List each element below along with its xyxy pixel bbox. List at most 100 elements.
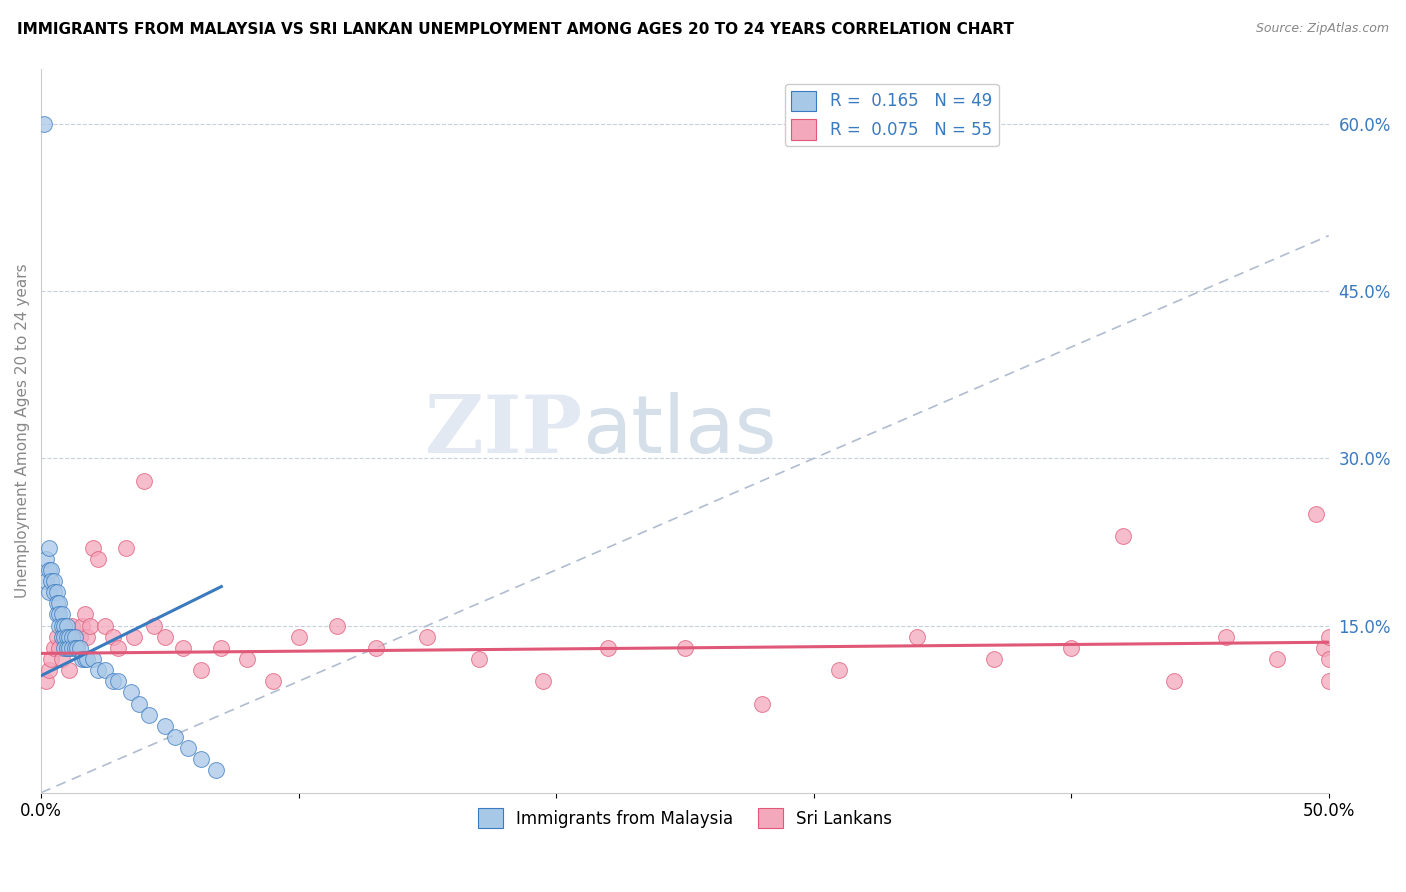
- Text: Source: ZipAtlas.com: Source: ZipAtlas.com: [1256, 22, 1389, 36]
- Point: [596, 640, 619, 655]
- Point: [53, 640, 76, 655]
- Point: [416, 630, 439, 644]
- Point: [134, 474, 156, 488]
- Point: [236, 652, 259, 666]
- Point: [48, 596, 70, 610]
- Point: [153, 630, 176, 644]
- Point: [63, 640, 86, 655]
- Point: [531, 674, 554, 689]
- Point: [72, 618, 94, 632]
- Point: [38, 585, 60, 599]
- Point: [69, 640, 91, 655]
- Point: [287, 630, 309, 644]
- Point: [1060, 640, 1083, 655]
- Point: [107, 640, 129, 655]
- Text: ZIP: ZIP: [425, 392, 582, 469]
- Point: [326, 618, 349, 632]
- Point: [1163, 674, 1185, 689]
- Point: [1112, 529, 1135, 543]
- Point: [73, 652, 96, 666]
- Point: [69, 630, 91, 644]
- Point: [58, 630, 80, 644]
- Point: [60, 640, 83, 655]
- Legend: Immigrants from Malaysia, Sri Lankans: Immigrants from Malaysia, Sri Lankans: [471, 801, 898, 835]
- Point: [262, 674, 284, 689]
- Point: [56, 640, 79, 655]
- Point: [45, 585, 67, 599]
- Point: [115, 541, 138, 555]
- Point: [468, 652, 491, 666]
- Point: [32, 117, 55, 131]
- Point: [41, 574, 63, 588]
- Point: [58, 663, 80, 677]
- Point: [364, 640, 387, 655]
- Point: [673, 640, 696, 655]
- Point: [42, 585, 65, 599]
- Point: [120, 685, 142, 699]
- Point: [48, 618, 70, 632]
- Point: [45, 607, 67, 622]
- Point: [107, 674, 129, 689]
- Point: [1312, 640, 1334, 655]
- Point: [94, 663, 117, 677]
- Point: [60, 618, 83, 632]
- Point: [153, 719, 176, 733]
- Point: [45, 596, 67, 610]
- Point: [56, 618, 79, 632]
- Point: [1215, 630, 1237, 644]
- Point: [51, 607, 73, 622]
- Point: [138, 707, 160, 722]
- Point: [51, 652, 73, 666]
- Point: [38, 541, 60, 555]
- Point: [35, 674, 58, 689]
- Text: IMMIGRANTS FROM MALAYSIA VS SRI LANKAN UNEMPLOYMENT AMONG AGES 20 TO 24 YEARS CO: IMMIGRANTS FROM MALAYSIA VS SRI LANKAN U…: [17, 22, 1014, 37]
- Point: [905, 630, 928, 644]
- Point: [828, 663, 851, 677]
- Point: [42, 574, 65, 588]
- Point: [53, 630, 76, 644]
- Point: [163, 730, 186, 744]
- Point: [51, 630, 73, 644]
- Point: [66, 640, 89, 655]
- Point: [143, 618, 166, 632]
- Point: [66, 640, 89, 655]
- Point: [82, 652, 104, 666]
- Point: [38, 563, 60, 577]
- Point: [58, 640, 80, 655]
- Point: [1317, 652, 1340, 666]
- Point: [63, 630, 86, 644]
- Point: [42, 640, 65, 655]
- Point: [35, 551, 58, 566]
- Point: [48, 607, 70, 622]
- Point: [1317, 674, 1340, 689]
- Point: [38, 663, 60, 677]
- Point: [41, 563, 63, 577]
- Point: [53, 630, 76, 644]
- Point: [56, 640, 79, 655]
- Point: [35, 574, 58, 588]
- Point: [87, 663, 110, 677]
- Point: [82, 541, 104, 555]
- Point: [56, 630, 79, 644]
- Point: [209, 640, 232, 655]
- Point: [63, 630, 86, 644]
- Point: [41, 652, 63, 666]
- Point: [103, 630, 125, 644]
- Point: [172, 640, 194, 655]
- Point: [122, 630, 145, 644]
- Y-axis label: Unemployment Among Ages 20 to 24 years: Unemployment Among Ages 20 to 24 years: [15, 263, 30, 598]
- Point: [1265, 652, 1288, 666]
- Point: [751, 697, 773, 711]
- Point: [60, 630, 83, 644]
- Point: [190, 752, 212, 766]
- Point: [72, 652, 94, 666]
- Point: [94, 618, 117, 632]
- Point: [1317, 630, 1340, 644]
- Point: [76, 630, 98, 644]
- Point: [45, 630, 67, 644]
- Point: [103, 674, 125, 689]
- Point: [53, 618, 76, 632]
- Point: [87, 551, 110, 566]
- Point: [73, 607, 96, 622]
- Point: [51, 618, 73, 632]
